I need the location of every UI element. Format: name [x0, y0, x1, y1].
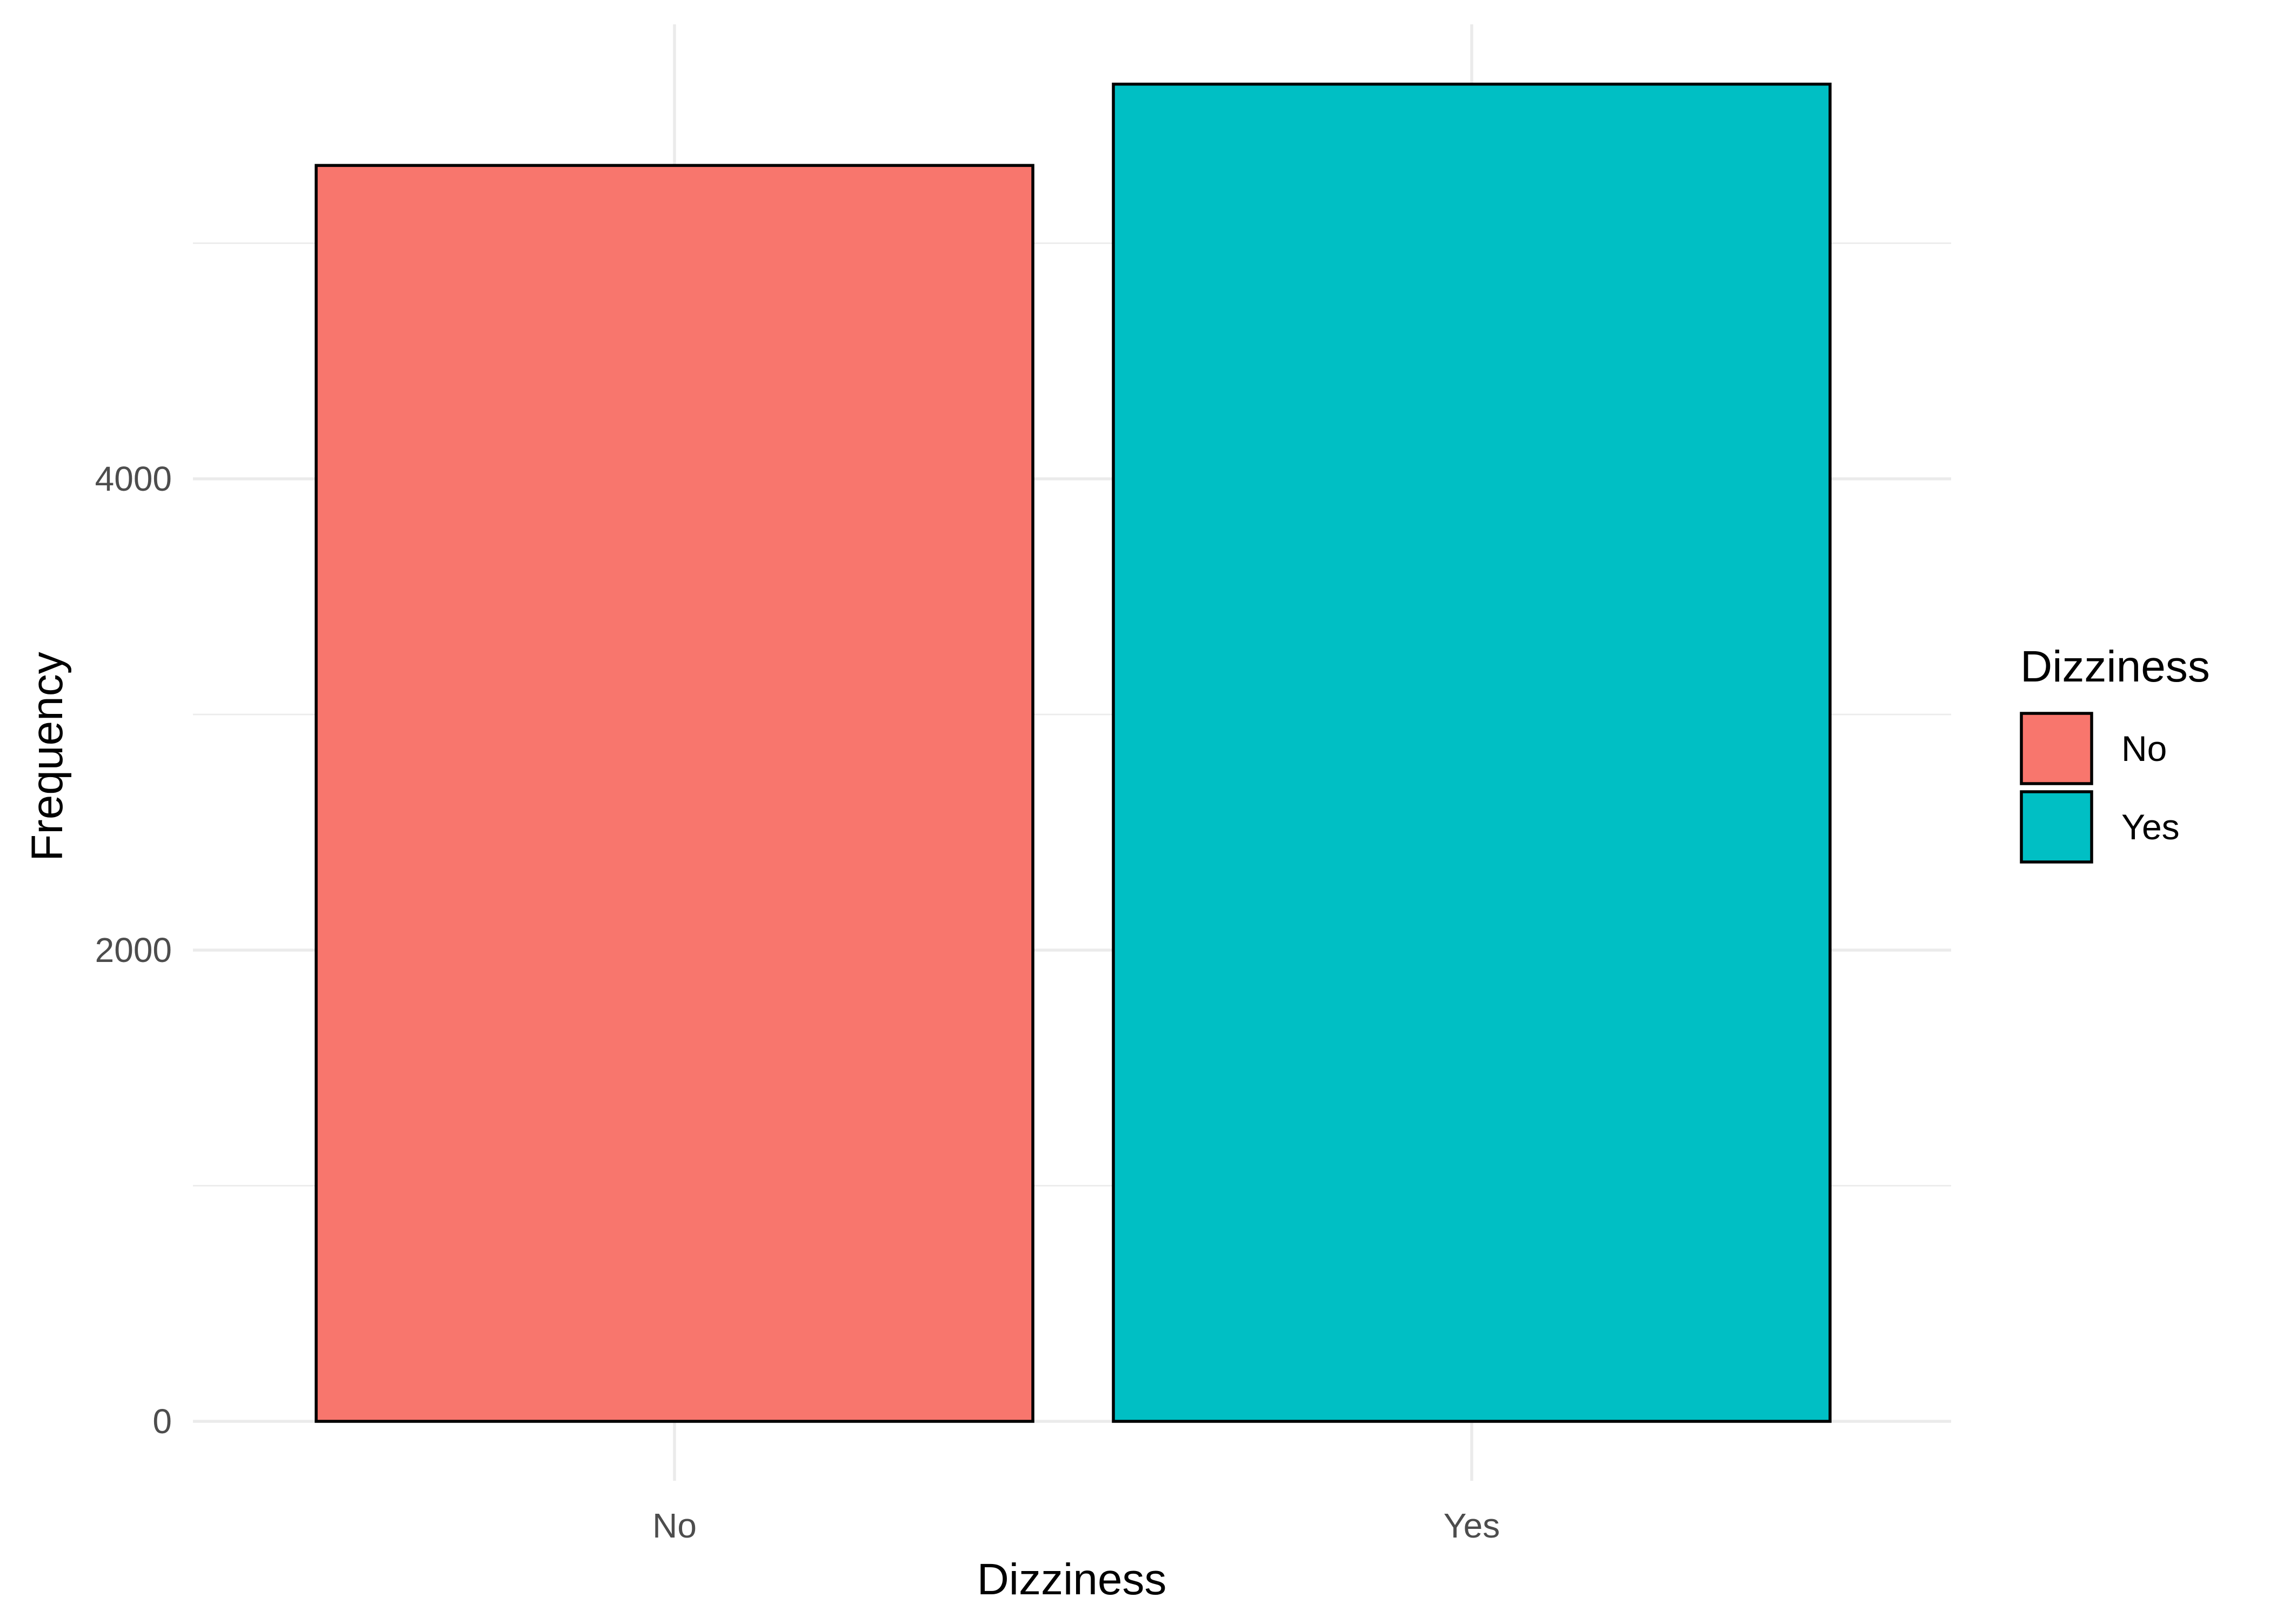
y-axis-ticks: 0 2000 4000: [95, 459, 172, 1441]
y-tick-label: 2000: [95, 931, 172, 970]
x-axis-ticks: No Yes: [652, 1506, 1500, 1545]
y-axis-title: Frequency: [23, 652, 72, 861]
bar-yes: [1112, 82, 1832, 1423]
bar-no: [315, 164, 1034, 1423]
bar-layer: [315, 82, 1832, 1423]
legend-title: Dizziness: [2020, 642, 2210, 691]
legend-entries: No Yes: [2020, 712, 2180, 864]
legend-label-no: No: [2121, 729, 2167, 768]
legend-label-yes: Yes: [2121, 807, 2180, 847]
x-axis-title: Dizziness: [977, 1555, 1167, 1604]
y-tick-label: 4000: [95, 459, 172, 498]
x-tick-label: No: [652, 1506, 697, 1545]
legend-key-yes: [2020, 790, 2093, 864]
legend: Dizziness No Yes: [2020, 642, 2210, 864]
y-tick-label: 0: [152, 1402, 172, 1441]
legend-key-no: [2020, 712, 2093, 785]
x-tick-label: Yes: [1444, 1506, 1500, 1545]
